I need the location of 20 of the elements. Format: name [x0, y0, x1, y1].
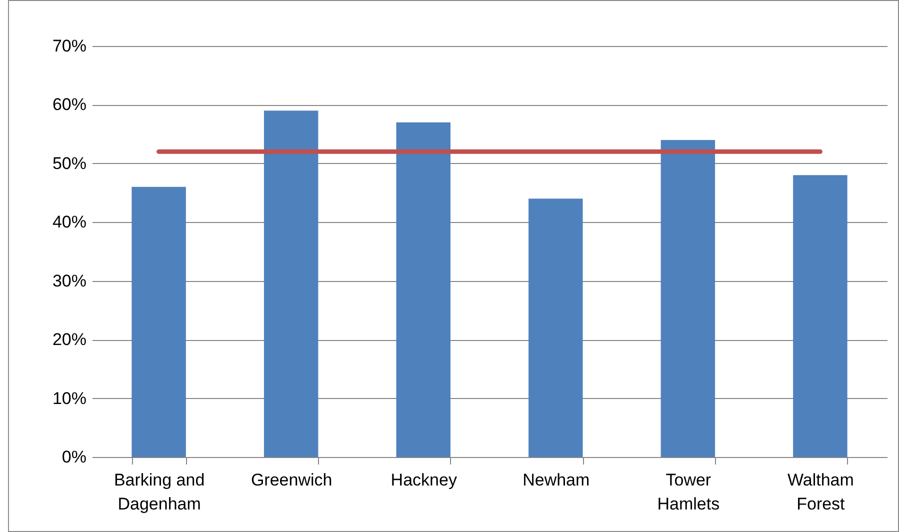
x-tick-label: Hackney	[390, 470, 458, 490]
y-tick-label: 10%	[52, 388, 86, 408]
x-tick-label: Waltham Forest	[787, 470, 854, 514]
y-tick-label: 30%	[52, 271, 86, 290]
bar	[396, 122, 450, 457]
y-tick-label: 60%	[52, 95, 86, 114]
bar	[132, 186, 186, 457]
y-tick-label: 0%	[62, 448, 86, 466]
x-tick-label: Tower Hamlets	[657, 470, 720, 514]
y-tick-label: 20%	[52, 330, 86, 350]
x-tick-label: Newham	[522, 470, 590, 490]
bar	[793, 175, 848, 457]
y-tick-label: 40%	[52, 212, 86, 232]
x-tick-label: Barking and Dagenham	[114, 470, 205, 514]
bar	[264, 110, 318, 457]
y-tick-label: 70%	[52, 36, 86, 56]
y-tick-label: 50%	[52, 154, 86, 173]
bar	[660, 140, 716, 457]
x-tick-label: Greenwich	[250, 470, 332, 490]
bar	[528, 198, 583, 457]
